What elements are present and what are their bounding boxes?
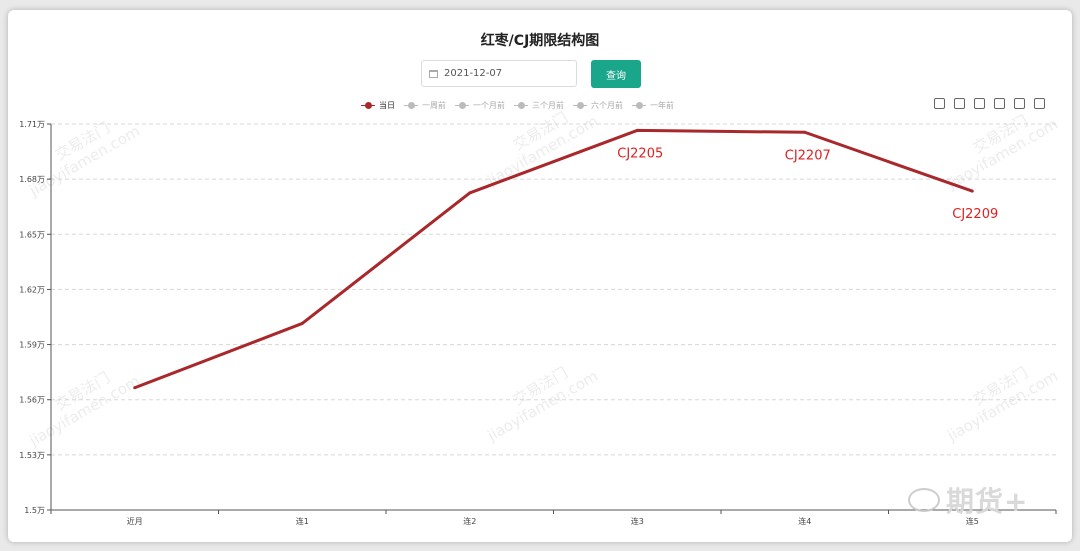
x-tick-label: 近月 xyxy=(127,516,143,526)
chart-card: 红枣/CJ期限结构图 2021-12-07 查询 当日 一周前 一个月前 三个月前 六个… xyxy=(8,10,1072,542)
legend-symbol-icon xyxy=(514,102,528,110)
wechat-icon xyxy=(908,488,940,512)
data-point xyxy=(803,130,807,134)
series-line-当日 xyxy=(134,128,973,390)
line-icon[interactable] xyxy=(954,98,965,109)
download-icon[interactable] xyxy=(1034,98,1045,109)
point-label: CJ2207 xyxy=(785,148,831,163)
x-tick-label: 连3 xyxy=(631,516,644,526)
legend-label: 当日 xyxy=(379,101,395,110)
stack-icon[interactable] xyxy=(994,98,1005,109)
legend-label: 一周前 xyxy=(422,101,446,110)
query-button[interactable]: 查询 xyxy=(591,60,641,88)
legend-symbol-icon xyxy=(632,102,646,110)
x-tick-label: 连2 xyxy=(463,516,476,526)
legend-symbol-icon xyxy=(573,102,587,110)
data-point xyxy=(970,189,974,193)
legend-item-2[interactable]: 一个月前 xyxy=(455,100,505,111)
legend: 当日 一周前 一个月前 三个月前 六个月前 一年前 xyxy=(361,100,683,111)
legend-item-5[interactable]: 一年前 xyxy=(632,100,674,111)
y-tick-label: 1.71万 xyxy=(19,120,45,129)
x-tick-label: 连1 xyxy=(296,516,309,526)
bar-icon[interactable] xyxy=(974,98,985,109)
y-tick-label: 1.5万 xyxy=(24,506,45,515)
legend-label: 三个月前 xyxy=(532,101,564,110)
legend-label: 一年前 xyxy=(650,101,674,110)
y-tick-label: 1.62万 xyxy=(19,285,45,294)
data-point xyxy=(300,321,304,325)
y-tick-label: 1.65万 xyxy=(19,230,45,239)
y-tick-label: 1.53万 xyxy=(19,451,45,460)
legend-item-3[interactable]: 三个月前 xyxy=(514,100,564,111)
refresh-icon[interactable] xyxy=(1014,98,1025,109)
legend-item-4[interactable]: 六个月前 xyxy=(573,100,623,111)
line-chart: 1.5万 1.53万 1.56万 1.59万 1.62万 1.65万 1.68万 1.71万近… xyxy=(19,120,1057,526)
x-tick-label: 连4 xyxy=(798,516,811,526)
legend-symbol-icon xyxy=(404,102,418,110)
legend-label: 六个月前 xyxy=(591,101,623,110)
data-point xyxy=(635,128,639,132)
date-input[interactable]: 2021-12-07 xyxy=(421,60,577,87)
data-point xyxy=(468,191,472,195)
badge: 期货+ xyxy=(908,480,1028,520)
date-value: 2021-12-07 xyxy=(444,68,503,79)
calendar-icon xyxy=(429,69,438,78)
y-tick-label: 1.59万 xyxy=(19,341,45,350)
y-tick-label: 1.56万 xyxy=(19,396,45,405)
legend-item-1[interactable]: 一周前 xyxy=(404,100,446,111)
badge-text: 期货+ xyxy=(946,485,1029,518)
data-view-icon[interactable] xyxy=(934,98,945,109)
point-label: CJ2205 xyxy=(617,146,663,161)
data-point xyxy=(133,386,137,390)
x-tick-label: 连5 xyxy=(966,516,979,526)
chart-title: 红枣/CJ期限结构图 xyxy=(480,33,600,49)
legend-label: 一个月前 xyxy=(473,101,505,110)
legend-item-0[interactable]: 当日 xyxy=(361,100,395,111)
point-label: CJ2209 xyxy=(952,207,998,222)
toolbox xyxy=(934,98,1054,109)
legend-symbol-icon xyxy=(361,102,375,110)
legend-symbol-icon xyxy=(455,102,469,110)
y-tick-label: 1.68万 xyxy=(19,175,45,184)
